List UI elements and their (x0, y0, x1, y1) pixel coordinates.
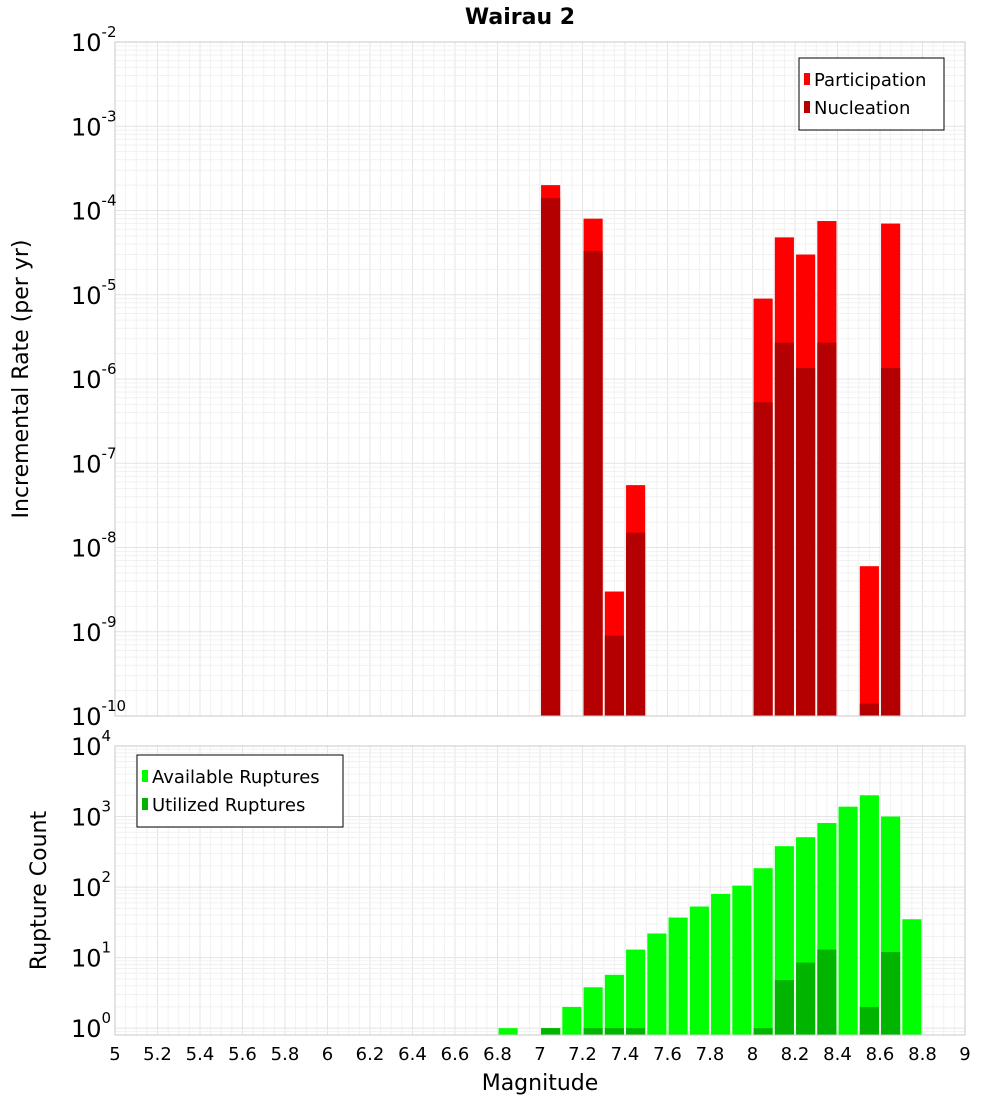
bottom-bar-utilized-ruptures-7.45 (626, 1028, 646, 1035)
x-tick-7.8: 7.8 (696, 1044, 725, 1065)
top-legend (798, 57, 945, 131)
top-bar-nucleation-7.45 (626, 532, 646, 716)
bottom-bar-available-ruptures-7.65 (668, 917, 688, 1035)
x-tick-7.2: 7.2 (568, 1044, 597, 1065)
bottom-bar-available-ruptures-7.35 (604, 974, 624, 1035)
top-legend-swatch-participation (804, 73, 810, 85)
bars-layer (498, 185, 922, 1035)
top-y-tick--6: 10-6 (71, 360, 117, 394)
top-bar-nucleation-7.25 (583, 251, 603, 717)
grid-layer (114, 41, 966, 1036)
top-bar-nucleation-8.15 (774, 342, 794, 716)
x-tick-6.8: 6.8 (483, 1044, 512, 1065)
top-bar-nucleation-8.25 (796, 368, 816, 716)
bottom-y-tick-2: 102 (71, 868, 111, 902)
bottom-bar-available-ruptures-7.45 (626, 949, 646, 1035)
bottom-bar-available-ruptures-8.45 (838, 806, 858, 1035)
x-tick-8: 8 (747, 1044, 758, 1065)
top-y-tick--5: 10-5 (71, 276, 117, 310)
top-bar-nucleation-8.55 (859, 703, 879, 716)
bottom-plot-frame (114, 745, 966, 1036)
bottom-bar-available-ruptures-8.55 (859, 795, 879, 1035)
x-axis-label: Magnitude (482, 1071, 599, 1096)
bottom-legend-label-utilized-ruptures: Utilized Ruptures (152, 795, 305, 816)
bottom-y-tick-4: 104 (71, 727, 111, 761)
x-tick-5.6: 5.6 (228, 1044, 257, 1065)
top-y-tick--3: 10-3 (71, 107, 117, 141)
top-bar-nucleation-8.35 (817, 342, 837, 716)
bottom-bar-utilized-ruptures-8.25 (796, 962, 816, 1035)
top-y-axis-label: Incremental Rate (per yr) (9, 240, 34, 519)
bottom-bar-utilized-ruptures-8.05 (753, 1028, 773, 1035)
bottom-y-tick-1: 101 (71, 939, 111, 973)
bottom-y-tick-0: 100 (71, 1009, 111, 1043)
x-tick-8.4: 8.4 (823, 1044, 852, 1065)
top-y-tick--10: 10-10 (71, 697, 126, 731)
bottom-bar-available-ruptures-7.95 (732, 885, 752, 1035)
bottom-bar-available-ruptures-8.75 (902, 919, 922, 1035)
x-tick-6.6: 6.6 (441, 1044, 470, 1065)
top-plot-frame (114, 41, 966, 717)
x-tick-6.4: 6.4 (398, 1044, 427, 1065)
bottom-y-tick-3: 103 (71, 798, 111, 832)
legends-layer: Participation Nucleation Available Rupture… (136, 57, 945, 828)
top-y-tick--9: 10-9 (71, 613, 117, 647)
top-bar-nucleation-8.65 (881, 368, 901, 716)
x-tick-8.8: 8.8 (908, 1044, 937, 1065)
x-tick-7.6: 7.6 (653, 1044, 682, 1065)
top-y-tick--2: 10-2 (71, 23, 117, 57)
bottom-bar-available-ruptures-6.85 (498, 1028, 518, 1035)
x-tick-9: 9 (959, 1044, 970, 1065)
bottom-bar-available-ruptures-7.85 (711, 893, 731, 1035)
top-legend-swatch-nucleation (804, 101, 810, 113)
x-tick-5.4: 5.4 (186, 1044, 215, 1065)
x-tick-5.2: 5.2 (143, 1044, 172, 1065)
plot-frames (114, 41, 966, 1036)
top-bar-nucleation-7.35 (604, 635, 624, 716)
bottom-bar-available-ruptures-7.15 (562, 1006, 582, 1035)
bottom-legend (136, 754, 344, 828)
x-tick-6: 6 (322, 1044, 333, 1065)
bottom-bar-utilized-ruptures-8.65 (881, 952, 901, 1035)
bottom-bar-available-ruptures-7.25 (583, 987, 603, 1035)
bottom-bar-utilized-ruptures-7.25 (583, 1028, 603, 1035)
bottom-bar-utilized-ruptures-7.05 (541, 1028, 561, 1035)
x-tick-5.8: 5.8 (271, 1044, 300, 1065)
top-bar-participation-8.55 (859, 566, 879, 716)
bottom-legend-swatch-utilized-ruptures (142, 798, 148, 810)
top-y-tick--7: 10-7 (71, 444, 117, 478)
bottom-bar-utilized-ruptures-8.15 (774, 980, 794, 1035)
bottom-y-axis-label: Rupture Count (27, 811, 52, 971)
top-legend-label-participation: Participation (814, 70, 926, 91)
top-bar-nucleation-7.05 (541, 198, 561, 716)
chart-title: Wairau 2 (465, 5, 575, 30)
x-tick-6.2: 6.2 (356, 1044, 385, 1065)
bottom-bar-utilized-ruptures-8.35 (817, 949, 837, 1035)
top-bar-nucleation-8.05 (753, 402, 773, 716)
x-tick-5: 5 (109, 1044, 120, 1065)
x-tick-7.4: 7.4 (611, 1044, 640, 1065)
bottom-bar-utilized-ruptures-7.35 (604, 1028, 624, 1035)
bottom-bar-available-ruptures-8.05 (753, 868, 773, 1035)
bottom-bar-available-ruptures-7.75 (689, 906, 709, 1035)
top-y-tick--4: 10-4 (71, 192, 117, 226)
top-legend-label-nucleation: Nucleation (814, 98, 910, 119)
bottom-legend-label-available-ruptures: Available Ruptures (152, 767, 320, 788)
bottom-bar-available-ruptures-7.55 (647, 933, 667, 1035)
x-tick-8.2: 8.2 (781, 1044, 810, 1065)
top-y-tick--8: 10-8 (71, 529, 117, 563)
x-tick-7: 7 (534, 1044, 545, 1065)
bottom-bar-utilized-ruptures-8.55 (859, 1006, 879, 1035)
bottom-legend-swatch-available-ruptures (142, 770, 148, 782)
tick-labels-layer: 10-10 10-9 10-8 10-7 10-6 10-5 10-4 10-3 10-2 100… (71, 23, 971, 1065)
x-tick-8.6: 8.6 (866, 1044, 895, 1065)
